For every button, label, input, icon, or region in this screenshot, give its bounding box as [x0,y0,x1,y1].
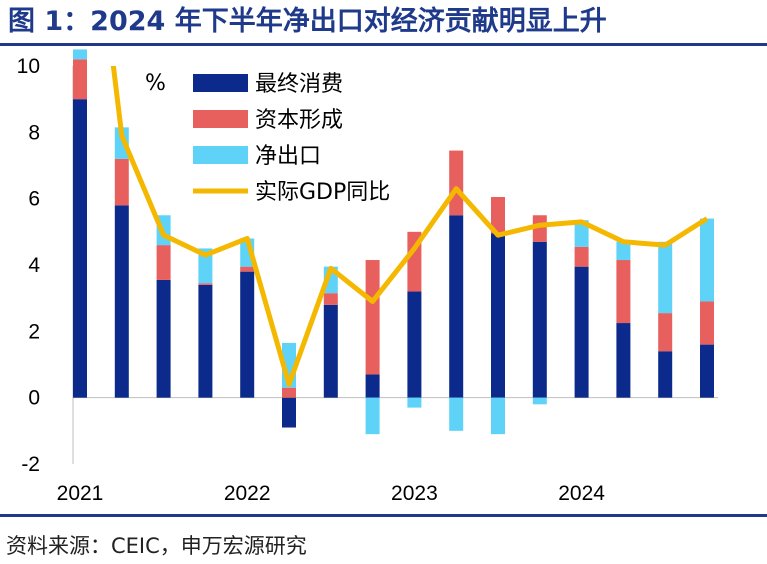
bar-2024Q4-s0 [700,344,714,398]
bar-2021Q2-s2 [114,127,129,159]
title-divider [0,43,767,46]
bar-2021Q1-s2 [73,49,87,60]
bar-2024Q3-s0 [658,351,673,398]
bar-2024Q2-s0 [616,323,631,398]
bar-2021Q4-s2 [198,248,213,284]
bar-2022Q1-s0 [240,271,255,398]
bar-2024Q2-s2 [616,241,631,261]
legend-swatch [193,146,248,164]
y-tick-label: -2 [21,453,40,476]
bar-2022Q1-s1 [240,266,255,272]
bar-2024Q4-s2 [700,218,714,302]
bar-2022Q2-s1 [282,387,296,398]
bar-2021Q1-s1 [73,59,87,100]
legend-swatch [193,74,248,92]
y-tick-label: 0 [28,387,40,410]
bar-2022Q3-s1 [323,293,338,305]
legend-label: 净出口 [255,144,321,169]
bar-2024Q3-s2 [658,241,673,314]
y-tick-label: 10 [17,55,40,78]
bar-2022Q4-s1 [365,260,380,375]
bar-2023Q1-s0 [407,291,422,398]
bar-2023Q4-s2 [532,397,547,405]
legend-label: 最终消费 [255,72,343,97]
bar-2023Q3-s2 [491,397,505,435]
bar-2024Q1-s1 [574,246,589,267]
chart-tick-labels: -2 0 2 4 6 8 10 2021 2022 2023 2024 [17,55,606,505]
x-tick-label: 2023 [391,482,438,505]
bar-2021Q2-s1 [114,158,129,206]
bar-2022Q2-s0 [282,397,296,428]
source-note: 资料来源：CEIC，申万宏源研究 [6,534,307,558]
bar-2023Q2-s1 [449,150,464,216]
chart-title: 图 1：2024 年下半年净出口对经济贡献明显上升 [8,6,607,37]
bar-2021Q3-s0 [156,279,171,398]
bar-2021Q2-s0 [114,205,129,398]
x-tick-label: 2024 [558,482,605,505]
bar-2021Q4-s0 [198,284,213,398]
legend-label: 实际GDP同比 [255,180,390,205]
chart-gdp-line [110,66,709,387]
bar-2023Q2-s0 [449,215,464,398]
bar-2021Q4-s1 [198,283,213,285]
y-unit-label: % [145,71,166,96]
bar-2023Q3-s1 [491,197,505,234]
x-tick-label: 2022 [224,482,271,505]
y-tick-label: 4 [28,254,40,277]
legend-label: 资本形成 [255,108,343,133]
legend-swatch [193,110,248,128]
bar-2022Q4-s2 [365,397,380,435]
bar-2023Q4-s1 [532,215,547,242]
chart-bars [73,49,714,435]
bar-2024Q3-s1 [658,313,673,352]
bar-2023Q4-s0 [532,241,547,398]
footer-divider [0,514,767,517]
bar-2021Q3-s1 [156,245,171,280]
bar-2024Q2-s1 [616,260,631,324]
bar-2021Q1-s0 [73,99,87,398]
y-tick-label: 8 [28,121,40,144]
bar-2023Q1-s2 [407,397,422,408]
bar-2024Q1-s2 [574,220,589,247]
bar-2022Q4-s0 [365,374,380,398]
y-tick-label: 2 [28,320,40,343]
bar-2024Q1-s0 [574,266,589,398]
chart-plot: -2 0 2 4 6 8 10 2021 2022 2023 2024 % 最终消费资本形成净出口实… [17,49,718,505]
bar-2023Q3-s0 [491,233,505,398]
gdp-line [110,66,709,387]
bar-2022Q3-s0 [323,304,338,398]
bar-2024Q4-s1 [700,301,714,345]
x-tick-label: 2021 [57,482,104,505]
y-tick-label: 6 [28,188,40,211]
bar-2023Q2-s2 [449,397,464,431]
